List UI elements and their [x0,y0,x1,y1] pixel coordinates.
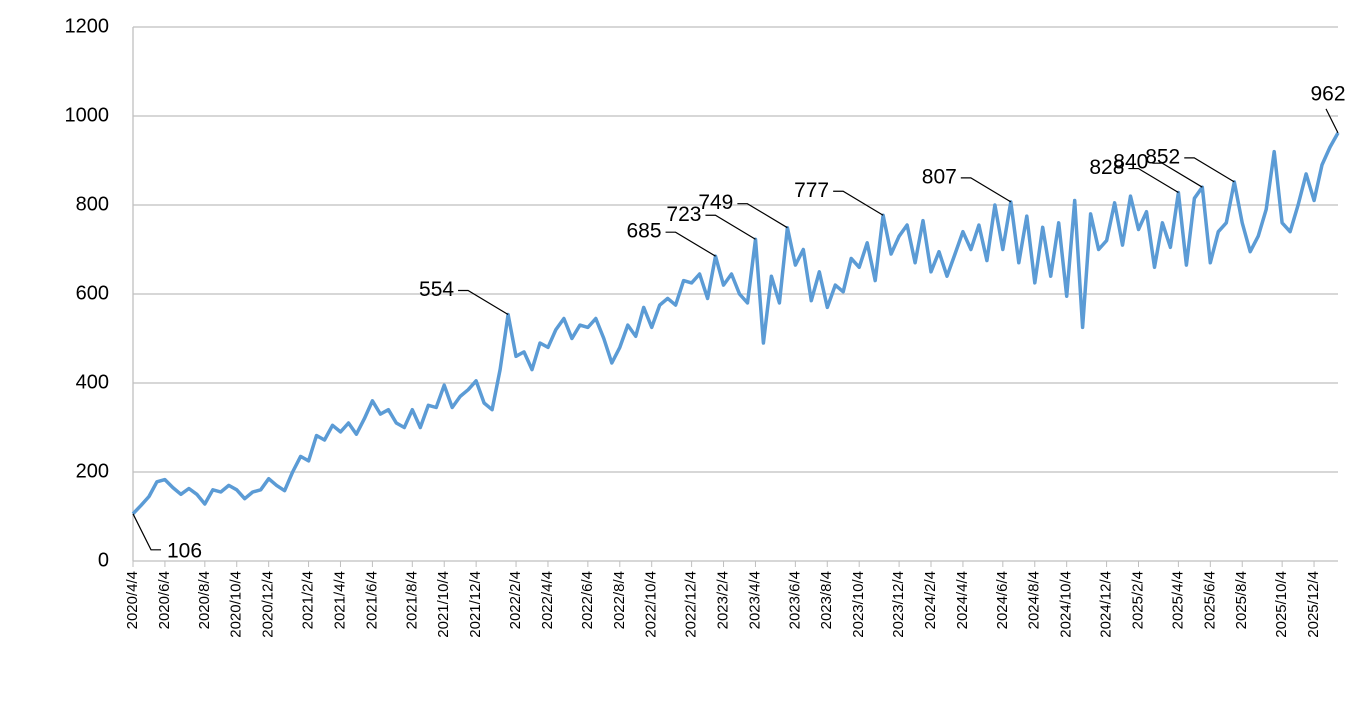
x-tick-label: 2025/10/4 [1273,571,1290,638]
x-tick-label: 2021/8/4 [403,571,420,629]
leader-line [1128,167,1179,194]
x-tick-label: 2024/12/4 [1098,571,1115,638]
y-tick-label: 200 [76,460,109,482]
data-line [131,132,1340,516]
x-tick-label: 2020/10/4 [228,571,245,638]
x-tick-label: 2025/12/4 [1305,571,1322,638]
data-label: 807 [922,165,957,188]
leader-line [458,289,509,315]
x-tick-label: 2025/8/4 [1233,571,1250,629]
y-tick-label: 400 [76,371,109,393]
x-tick-label: 2025/4/4 [1169,571,1186,629]
y-tick-label: 1200 [65,15,110,37]
x-tick-label: 2021/2/4 [300,571,317,629]
x-tick-label: 2023/4/4 [746,571,763,629]
leader-line [833,190,884,216]
data-label: 723 [666,203,701,226]
x-tick-label: 2021/6/4 [363,571,380,629]
x-tick-label: 2023/8/4 [818,571,835,629]
x-tick-label: 2024/4/4 [954,571,971,629]
x-tick-label: 2022/4/4 [539,571,556,629]
x-tick-label: 2022/2/4 [507,571,524,629]
x-tick-label: 2020/12/4 [260,571,277,638]
x-tick-label: 2022/12/4 [683,571,700,638]
leader-line [960,177,1012,203]
x-tick-label: 2023/12/4 [890,571,907,638]
y-tick-label: 0 [98,549,109,571]
x-tick-label: 2024/10/4 [1058,571,1075,638]
data-label: 554 [419,278,454,301]
leader-line [665,231,716,257]
x-tick-label: 2025/6/4 [1201,571,1218,629]
x-tick-label: 2025/2/4 [1129,571,1146,629]
x-tick-label: 2023/6/4 [786,571,803,629]
x-tick-label: 2024/6/4 [994,571,1011,629]
x-tick-label: 2021/12/4 [467,571,484,638]
data-label: 828 [1089,156,1124,179]
leader-line [1325,108,1339,134]
data-label: 685 [627,220,662,243]
x-tick-label: 2020/4/4 [124,571,141,629]
leader-line [132,513,161,551]
x-tick-label: 2022/8/4 [611,571,628,629]
x-tick-label: 2020/8/4 [196,571,213,629]
y-tick-label: 1000 [65,104,110,126]
x-tick-label: 2023/10/4 [850,571,867,638]
data-label: 840 [1113,151,1148,174]
x-tick-label: 2024/2/4 [922,571,939,629]
x-tick-label: 2021/10/4 [435,571,452,638]
y-tick-label: 600 [76,282,109,304]
leader-line [1184,157,1235,183]
leader-line [1152,162,1203,188]
data-label: 749 [698,191,733,214]
x-tick-label: 2022/6/4 [579,571,596,629]
data-label: 852 [1145,145,1180,168]
leader-line [737,203,788,229]
data-label: 962 [1310,82,1345,105]
x-tick-label: 2023/2/4 [714,571,731,629]
leader-line [705,214,756,240]
data-label: 106 [167,539,202,562]
x-tick-label: 2022/10/4 [643,571,660,638]
x-tick-label: 2024/8/4 [1026,571,1043,629]
x-tick-label: 2020/6/4 [156,571,173,629]
x-tick-label: 2021/4/4 [331,571,348,629]
data-label: 777 [794,179,829,202]
y-tick-label: 800 [76,193,109,215]
